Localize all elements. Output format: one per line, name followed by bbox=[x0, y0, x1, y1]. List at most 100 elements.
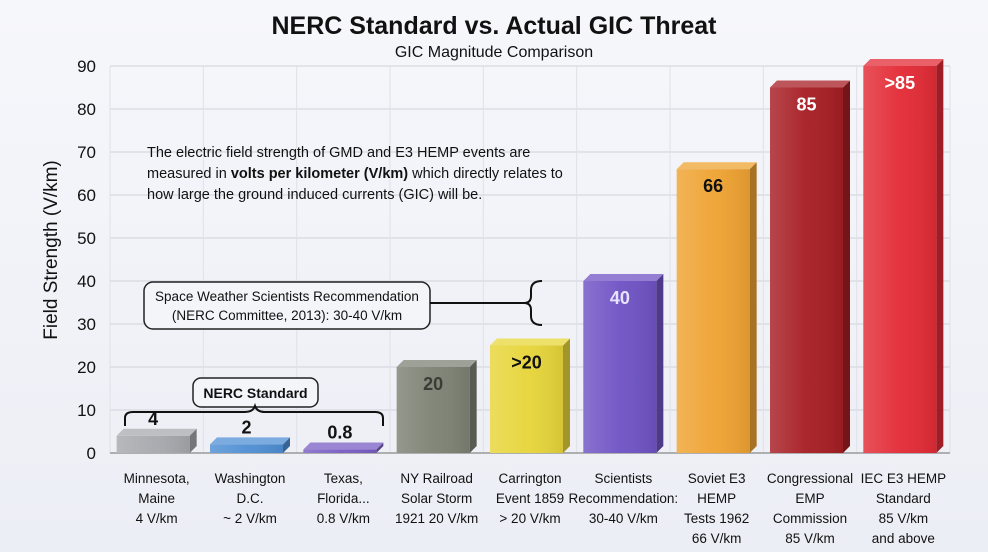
bar-shine bbox=[676, 169, 750, 453]
x-tick-label-line: Soviet E3 bbox=[688, 471, 746, 486]
bar-shine bbox=[863, 66, 937, 453]
y-tick-label: 70 bbox=[77, 143, 96, 162]
x-tick-label-line: Tests 1962 bbox=[684, 511, 749, 526]
note-line-2a: measured in bbox=[147, 166, 231, 182]
nerc-standard-brace bbox=[124, 402, 384, 426]
y-tick-label: 50 bbox=[77, 229, 96, 248]
x-tick-label: NY Railroad Solar Storm 1921 20 V/km bbox=[395, 471, 478, 526]
x-tick-label-line: HEMP bbox=[697, 491, 736, 506]
x-tick-label-line: NY Railroad bbox=[400, 471, 473, 486]
y-tick-label: 20 bbox=[77, 358, 96, 377]
bar-side bbox=[936, 59, 944, 453]
x-tick-label-line: Solar Storm bbox=[401, 491, 472, 506]
x-tick-label-line: D.C. bbox=[237, 491, 264, 506]
recommendation-box bbox=[143, 281, 431, 330]
y-tick-label: 30 bbox=[77, 315, 96, 334]
x-tick-label: Soviet E3 HEMP Tests 1962 66 V/km bbox=[684, 471, 749, 546]
bar-group: >85 bbox=[863, 59, 944, 453]
y-tick-label: 90 bbox=[77, 57, 96, 76]
x-tick-label-line: Minnesota, bbox=[124, 471, 190, 486]
y-tick-label: 10 bbox=[77, 401, 96, 420]
bar-top bbox=[676, 162, 757, 170]
bar-value-label: 0.8 bbox=[327, 423, 352, 443]
y-tick-label: 80 bbox=[77, 100, 96, 119]
annotation-note: The electric field strength of GMD and E… bbox=[147, 145, 567, 203]
bar-value-label: >20 bbox=[511, 353, 542, 373]
recommendation-line-1: Space Weather Scientists Recommendation bbox=[155, 289, 419, 304]
bar-top bbox=[863, 59, 944, 66]
note-line-1: The electric field strength of GMD and E… bbox=[147, 145, 530, 161]
x-tick-label-line: Florida... bbox=[317, 491, 370, 506]
note-line-3: how large the ground induced currents (G… bbox=[147, 187, 482, 203]
chart-subtitle: GIC Magnitude Comparison bbox=[395, 44, 593, 61]
bar-group: 0.8 bbox=[303, 423, 384, 453]
recommendation-annotation: Space Weather Scientists Recommendation … bbox=[143, 280, 543, 330]
bar-shine bbox=[583, 281, 657, 453]
note-line-2c: which directly relates to bbox=[408, 166, 563, 182]
x-tick-label-line: Congressional bbox=[767, 471, 853, 486]
x-tick-label-line: 0.8 V/km bbox=[317, 511, 370, 526]
x-tick-label-line: ~ 2 V/km bbox=[223, 511, 277, 526]
y-axis-label: Field Strength (V/km) bbox=[41, 160, 62, 340]
bar-group: 20 bbox=[396, 360, 477, 453]
x-tick-label-line: 30-40 V/km bbox=[589, 511, 658, 526]
bar-top bbox=[210, 437, 290, 445]
bar-shine bbox=[303, 449, 377, 453]
bar-side bbox=[376, 442, 384, 453]
x-tick-label-line: Carrington bbox=[498, 471, 561, 486]
bar-value-label: 20 bbox=[423, 374, 443, 394]
x-tick-label: Scientists Recommendation: 30-40 V/km bbox=[569, 471, 679, 526]
y-axis: 0 10 20 30 40 50 60 70 80 90 bbox=[77, 57, 96, 463]
x-tick-label-line: Scientists bbox=[594, 471, 652, 486]
nerc-standard-annotation: NERC Standard bbox=[124, 377, 384, 426]
bar-shine bbox=[210, 444, 283, 453]
x-axis: Minnesota, Maine 4 V/km Washington D.C. ~ 2 V… bbox=[124, 471, 946, 546]
bar-side bbox=[843, 80, 850, 453]
bar-side bbox=[656, 274, 664, 453]
y-tick-label: 60 bbox=[77, 186, 96, 205]
bar-value-label: 85 bbox=[796, 95, 816, 115]
x-tick-label: Minnesota, Maine 4 V/km bbox=[124, 471, 190, 526]
x-tick-label-line: IEC E3 HEMP bbox=[861, 471, 947, 486]
bar-top bbox=[490, 338, 570, 346]
bar-group: 66 bbox=[676, 162, 757, 453]
x-tick-label: Washington D.C. ~ 2 V/km bbox=[215, 471, 286, 526]
bar-shine bbox=[116, 435, 190, 453]
bar-side bbox=[563, 338, 570, 453]
bar-value-label: 4 bbox=[148, 409, 158, 429]
x-tick-label-line: 1921 20 V/km bbox=[395, 511, 478, 526]
bar-value-label: 2 bbox=[241, 417, 251, 437]
x-tick-label-line: Event 1859 bbox=[496, 491, 564, 506]
recommendation-line-2: (NERC Committee, 2013): 30-40 V/km bbox=[172, 308, 402, 323]
bar-value-label: 66 bbox=[703, 176, 723, 196]
x-tick-label-line: EMP bbox=[795, 491, 824, 506]
x-tick-label-line: 85 V/km bbox=[785, 531, 835, 546]
bar-group: 40 bbox=[583, 274, 664, 453]
bar-group: 4 bbox=[116, 409, 197, 453]
x-tick-label-line: Commission bbox=[773, 511, 847, 526]
bar-top bbox=[116, 428, 197, 436]
x-tick-label-line: 4 V/km bbox=[136, 511, 178, 526]
x-tick-label: IEC E3 HEMP Standard 85 V/km and above bbox=[861, 471, 947, 546]
bar-value-label: >85 bbox=[885, 73, 916, 93]
nerc-standard-label: NERC Standard bbox=[203, 385, 307, 401]
bar-side bbox=[189, 428, 197, 453]
bar-shine bbox=[396, 367, 470, 453]
y-tick-label: 0 bbox=[87, 444, 96, 463]
x-tick-label-line: and above bbox=[872, 531, 935, 546]
bar-top bbox=[770, 80, 850, 88]
note-line-2b: volts per kilometer (V/km) bbox=[231, 166, 408, 182]
x-tick-label-line: Washington bbox=[215, 471, 286, 486]
x-tick-label: Carrington Event 1859 > 20 V/km bbox=[496, 471, 564, 526]
bar-shine bbox=[490, 345, 563, 453]
bar-top bbox=[396, 360, 477, 367]
x-tick-label-line: Texas, bbox=[324, 471, 363, 486]
x-tick-label: Congressional EMP Commission 85 V/km bbox=[767, 471, 853, 546]
x-tick-label: Texas, Florida... 0.8 V/km bbox=[317, 471, 370, 526]
x-tick-label-line: 66 V/km bbox=[692, 531, 742, 546]
bar-value-label: 40 bbox=[610, 288, 630, 308]
recommendation-brace bbox=[523, 280, 543, 326]
bar-side bbox=[283, 437, 290, 453]
x-tick-label-line: Standard bbox=[876, 491, 931, 506]
